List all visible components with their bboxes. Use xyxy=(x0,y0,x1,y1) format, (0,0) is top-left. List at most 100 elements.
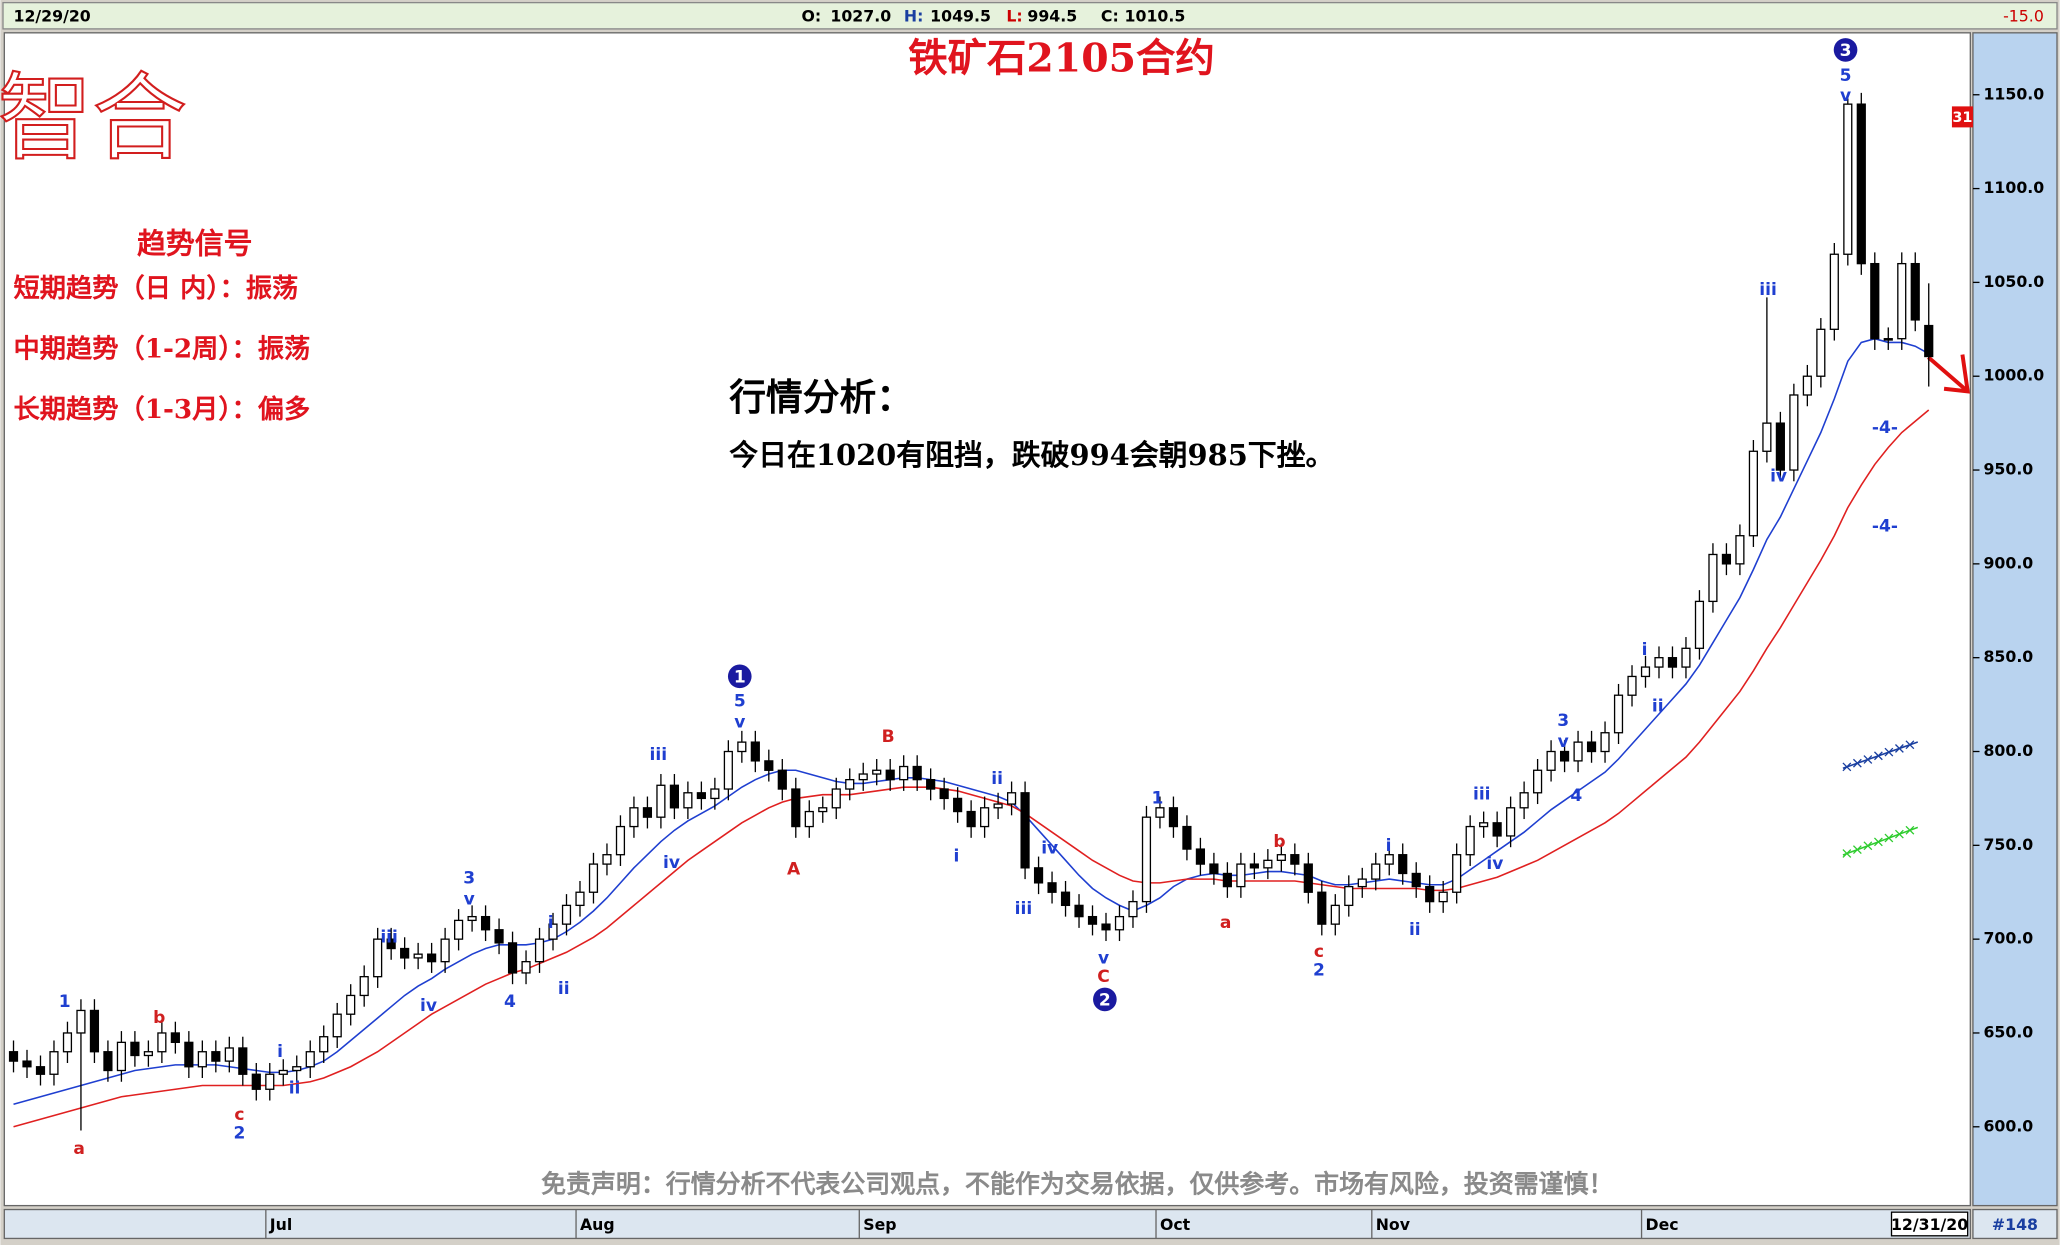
wave-label: ii xyxy=(991,769,1003,789)
candle-body xyxy=(170,1032,180,1044)
candle-body xyxy=(1141,816,1152,903)
candle-body xyxy=(238,1047,248,1075)
candle-body xyxy=(683,792,693,809)
candle-body xyxy=(346,994,356,1015)
channel-cross xyxy=(1873,751,1883,761)
candle-body xyxy=(1182,825,1192,850)
candle-body xyxy=(1047,882,1057,893)
wave-label: iv xyxy=(1041,838,1058,858)
y-tick-label: 650.0 xyxy=(1983,1022,2033,1041)
candle-body xyxy=(49,1051,59,1075)
candle-body xyxy=(1033,867,1044,884)
candle-body xyxy=(1762,422,1772,452)
candle-body xyxy=(1654,657,1664,668)
candle-body xyxy=(292,1066,302,1072)
wave-label: v xyxy=(1098,949,1109,969)
candle-body xyxy=(278,1069,288,1075)
wave-label: 1 xyxy=(734,668,746,688)
candle-body xyxy=(1222,872,1232,888)
wave-label: iv xyxy=(1770,467,1787,487)
wave-label: ii xyxy=(558,979,570,999)
green-channel-mark xyxy=(1842,826,1919,856)
wave-label: iv xyxy=(420,996,437,1016)
wave-label: b xyxy=(1273,832,1285,852)
header-value: 1027.0 xyxy=(830,7,891,26)
channel-cross xyxy=(1873,837,1883,847)
candle-body xyxy=(656,784,666,818)
candle-body xyxy=(912,765,922,781)
bar-count: #148 xyxy=(1992,1215,2038,1234)
candle-body xyxy=(669,784,679,809)
candle-body xyxy=(1870,262,1880,340)
candle-body xyxy=(818,807,828,813)
candle-body xyxy=(1694,600,1705,649)
candle-body xyxy=(1411,872,1421,888)
y-tick-label: 1000.0 xyxy=(1983,366,2044,385)
candle-body xyxy=(1209,863,1219,875)
channel-cross xyxy=(1884,747,1894,757)
plot-area xyxy=(3,32,1971,1207)
candle-body xyxy=(1640,666,1651,678)
header-value: 994.5 xyxy=(1027,7,1077,26)
wave-label: v xyxy=(1840,86,1851,106)
price-tag: 31 xyxy=(1952,110,1972,126)
candle-body xyxy=(1074,904,1084,918)
candle-body xyxy=(710,788,720,800)
x-tick-label: Dec xyxy=(1646,1215,1679,1234)
wave-label: 4 xyxy=(504,992,516,1012)
wave-label: ii xyxy=(289,1079,301,1099)
x-axis-panel xyxy=(3,1208,1971,1240)
candle-body xyxy=(116,1041,127,1072)
header-change: -15.0 xyxy=(2003,7,2044,26)
candle-body xyxy=(62,1032,73,1053)
disclaimer: 免责声明：行情分析不代表公司观点，不能作为交易依据，仅供参考。市场有风险，投资需… xyxy=(541,1169,1613,1198)
candle-body xyxy=(8,1051,19,1062)
candle-body xyxy=(1195,848,1206,865)
logo: 智合 xyxy=(0,64,187,174)
y-tick-label: 1050.0 xyxy=(1983,272,2044,291)
header-date: 12/29/20 xyxy=(14,7,91,26)
end-date-box xyxy=(1890,1211,1969,1237)
wave-label: 2 xyxy=(1099,991,1111,1011)
wave-label: v xyxy=(1558,732,1569,752)
candle-body xyxy=(1344,885,1354,907)
candle-body xyxy=(251,1073,261,1090)
wave-label: ii xyxy=(1409,920,1421,940)
candle-body xyxy=(872,769,882,775)
candle-body xyxy=(953,797,963,813)
candle-body xyxy=(1627,675,1637,696)
candle-body xyxy=(1236,863,1246,888)
wave-label: 2 xyxy=(1313,961,1325,981)
candle-body xyxy=(899,765,909,781)
y-tick-label: 900.0 xyxy=(1983,553,2033,572)
candle-body xyxy=(1506,807,1516,837)
wave-label: iii xyxy=(650,745,668,765)
candle-body xyxy=(1789,394,1799,471)
x-tick-label: Aug xyxy=(580,1215,615,1234)
x-tick-label: Oct xyxy=(1160,1215,1191,1234)
candle-body xyxy=(1613,694,1624,734)
count-panel xyxy=(1972,1208,2058,1240)
candle-body xyxy=(400,947,410,959)
candle-body xyxy=(858,773,868,781)
candle-body xyxy=(966,810,976,828)
wave-label: iv xyxy=(1486,854,1503,874)
signal-item: 长期趋势（1-3月）：偏多 xyxy=(14,394,311,425)
x-tick-label: Nov xyxy=(1376,1215,1411,1234)
wave-label: v xyxy=(464,890,475,910)
header-label: L: xyxy=(1006,7,1022,26)
wave-label: b xyxy=(153,1008,165,1028)
candle-body xyxy=(1748,450,1758,537)
wave-label: iii xyxy=(380,928,398,948)
candle-body xyxy=(427,953,437,963)
wave-label: 3 xyxy=(1557,711,1569,731)
wave-label: a xyxy=(73,1139,85,1159)
candle-body xyxy=(157,1032,167,1053)
wave-label: i xyxy=(954,846,960,866)
candle-body xyxy=(993,803,1003,809)
candle-body xyxy=(76,1009,86,1034)
candle-body xyxy=(521,961,531,974)
candle-body xyxy=(1519,792,1529,809)
candle-body xyxy=(1303,863,1313,893)
candle-body xyxy=(588,863,599,893)
